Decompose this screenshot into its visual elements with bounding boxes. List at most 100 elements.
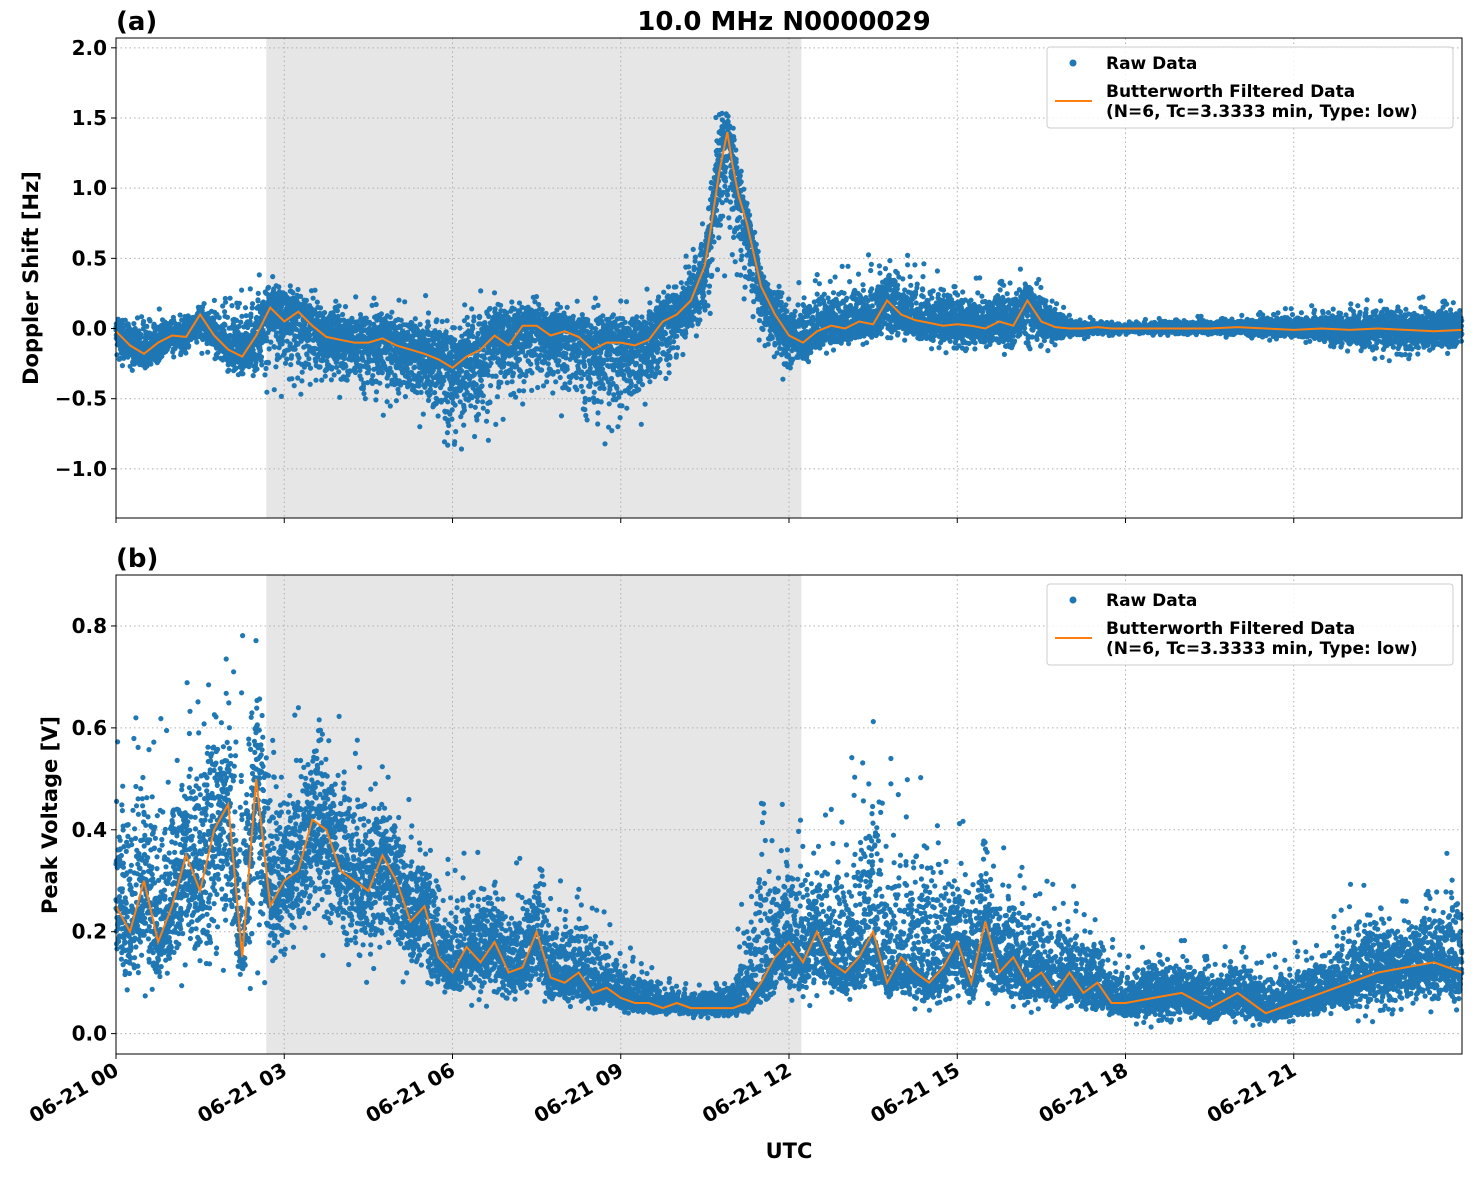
panel-a-raw-point [288,283,293,288]
panel-a-raw-point [480,399,485,404]
panel-a-raw-point [517,357,522,362]
panel-a-raw-point [194,340,199,345]
panel-a-raw-point [288,362,293,367]
panel-a-raw-point [452,337,457,342]
panel-a-raw-point [300,370,305,375]
panel-a-raw-point [539,368,544,373]
panel-a-raw-point [353,294,358,299]
panel-a-raw-point [485,409,490,414]
panel-a-raw-point [501,362,506,367]
panel-a-raw-point [254,366,259,371]
panel-a-raw-point [611,392,616,397]
panel-a-raw-point [357,368,362,373]
panel-a-raw-point [329,365,334,370]
panel-a-raw-point [493,306,498,311]
panel-a-raw-point [276,284,281,289]
panel-a-raw-point [364,316,369,321]
panel-a-raw-point [498,370,503,375]
panel-a-raw-point [223,300,228,305]
panel-a-raw-point [509,379,514,384]
panel-a-raw-point [428,392,433,397]
panel-a-raw-point [579,384,584,389]
panel-a-raw-point [186,343,191,348]
panel-a-raw-point [336,369,341,374]
panel-a-raw-point [222,322,227,327]
panel-a-raw-point [426,310,431,315]
panel-a-raw-point [421,412,426,417]
panel-a-raw-point [493,422,498,427]
panel-a-raw-point [444,329,449,334]
panel-a-raw-point [225,315,230,320]
panel-a-raw-point [618,415,623,420]
panel-a-raw-point [453,429,458,434]
panel-a-raw-point [623,320,628,325]
panel-a-raw-point [334,365,339,370]
panel-a-raw-point [482,356,487,361]
panel-a-raw-point [607,401,612,406]
panel-a-raw-point [495,356,500,361]
panel-a-raw-point [250,301,255,306]
panel-a-raw-point [488,361,493,366]
panel-a-raw-point [550,390,555,395]
panel-a-raw-point [131,321,136,326]
panel-a-doppler-shift: 2.01.51.00.50.0−0.5−1.0 (a) 10.0 MHz N00… [19,7,1464,523]
panel-a-raw-point [477,314,482,319]
panel-a-raw-point [567,380,572,385]
panel-a-raw-point [465,315,470,320]
panel-a-raw-point [396,391,401,396]
panel-a-raw-point [171,354,176,359]
panel-a-raw-point [580,389,585,394]
panel-a-raw-point [602,386,607,391]
panel-a-raw-point [361,391,366,396]
panel-a-raw-point [434,317,439,322]
panel-a-raw-point [541,383,546,388]
panel-a-raw-point [529,388,534,393]
panel-a-raw-point [212,298,217,303]
panel-a-raw-point [474,382,479,387]
panel-a-raw-point [546,361,551,366]
panel-a-raw-point [478,288,483,293]
panel-a-raw-point [520,401,525,406]
panel-a-raw-point [139,314,144,319]
panel-a-raw-point [487,400,492,405]
panel-a-raw-point [385,399,390,404]
panel-a-raw-point [226,368,231,373]
panel-a-raw-point [454,394,459,399]
panel-a-raw-point [472,371,477,376]
panel-a-raw-point [475,399,480,404]
panel-a-raw-point [340,312,345,317]
panel-a-raw-point [609,428,614,433]
panel-a-raw-point [588,380,593,385]
panel-a-raw-point [634,314,639,319]
panel-a-raw-point [639,422,644,427]
panel-a-raw-point [403,394,408,399]
panel-a-raw-point [251,373,256,378]
panel-a-raw-point [259,354,264,359]
panel-a-raw-point [183,350,188,355]
panel-a-raw-point [296,355,301,360]
panel-a-raw-point [624,299,629,304]
panel-a-raw-point [379,311,384,316]
panel-a-raw-point [579,376,584,381]
panel-a-raw-point [589,330,594,335]
panel-a-raw-point [248,286,253,291]
panel-a-raw-point [574,375,579,380]
panel-a-raw-point [289,376,294,381]
panel-a-raw-point [592,390,597,395]
panel-a-raw-point [412,365,417,370]
panel-a-raw-point [144,324,149,329]
panel-a-raw-point [259,362,264,367]
panel-a-raw-point [374,302,379,307]
panel-a-raw-point [141,319,146,324]
panel-a-raw-point [426,323,431,328]
panel-a-raw-point [295,287,300,292]
panel-a-raw-point [263,366,268,371]
panel-a-raw-point [258,348,263,353]
panel-a-raw-point [481,406,486,411]
panel-a-raw-point [492,290,497,295]
panel-a-raw-point [157,306,162,311]
panel-a-raw-point [332,372,337,377]
panel-a-raw-point [444,346,449,351]
panel-a-raw-point [479,383,484,388]
